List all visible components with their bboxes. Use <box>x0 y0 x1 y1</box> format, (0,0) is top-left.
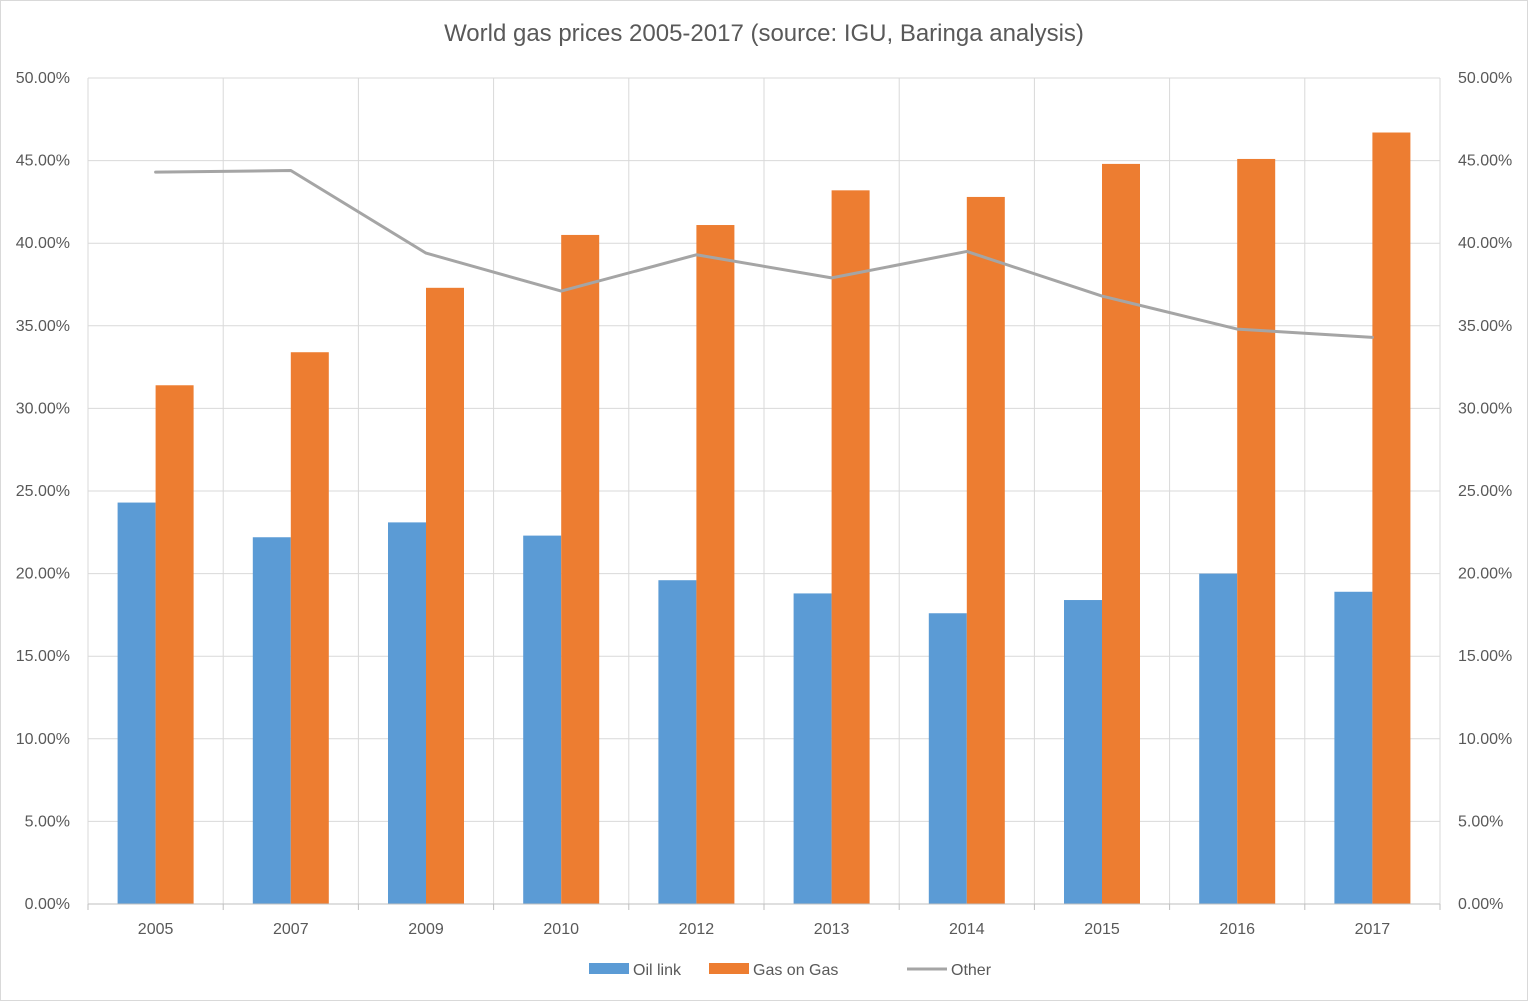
bar-oil-link <box>928 613 967 904</box>
y-tick-label: 30.00% <box>16 400 70 417</box>
legend-item-other: Other <box>907 962 992 979</box>
legend: Oil link Gas on Gas Other <box>589 962 992 979</box>
y2-tick-label: 25.00% <box>1458 483 1512 500</box>
x-tick-label: 2012 <box>679 921 715 938</box>
bar-oil-link <box>1334 591 1373 904</box>
y2-tick-label: 0.00% <box>1458 896 1503 913</box>
bar-gas-on-gas <box>1372 132 1411 905</box>
y2-tick-label: 35.00% <box>1458 318 1512 335</box>
chart-title: World gas prices 2005-2017 (source: IGU,… <box>444 20 1084 47</box>
bar-gas-on-gas <box>155 385 194 905</box>
y2-tick-label: 50.00% <box>1458 70 1512 87</box>
bar-oil-link <box>388 522 426 904</box>
y2-tick-label: 40.00% <box>1458 235 1512 252</box>
y2-tick-label: 45.00% <box>1458 153 1512 170</box>
y-tick-label: 10.00% <box>16 731 70 748</box>
x-tick-label: 2010 <box>543 921 579 938</box>
y-tick-label: 40.00% <box>16 235 70 252</box>
x-tick-label: 2007 <box>273 921 309 938</box>
y-tick-label: 50.00% <box>16 70 70 87</box>
bar-gas-on-gas <box>290 352 329 904</box>
bar-oil-link <box>117 502 156 904</box>
y2-tick-label: 5.00% <box>1458 813 1503 830</box>
x-tick-label: 2005 <box>138 921 174 938</box>
y2-tick-label: 30.00% <box>1458 400 1512 417</box>
bar-gas-on-gas <box>1102 163 1140 905</box>
y-tick-label: 15.00% <box>16 648 70 665</box>
x-tick-label: 2015 <box>1084 921 1120 938</box>
legend-label: Gas on Gas <box>753 962 838 979</box>
y2-tick-label: 10.00% <box>1458 731 1512 748</box>
y-tick-label: 45.00% <box>16 153 70 170</box>
legend-swatch <box>589 963 629 974</box>
bar-gas-on-gas <box>831 190 870 904</box>
legend-swatch <box>709 963 749 974</box>
bar-oil-link <box>1064 600 1102 904</box>
bar-gas-on-gas <box>561 234 600 904</box>
x-tick-label: 2014 <box>949 921 985 938</box>
bars <box>117 132 1411 905</box>
x-tick-label: 2009 <box>408 921 444 938</box>
legend-item-gas-on-gas: Gas on Gas <box>709 962 838 979</box>
y-tick-label: 5.00% <box>25 813 70 830</box>
y-tick-label: 35.00% <box>16 318 70 335</box>
x-tick-label: 2016 <box>1219 921 1255 938</box>
bar-gas-on-gas <box>966 196 1005 905</box>
bar-gas-on-gas <box>1237 158 1276 904</box>
other-line <box>154 169 1374 339</box>
legend-label: Other <box>951 962 992 979</box>
legend-label: Oil link <box>633 962 682 979</box>
bar-oil-link <box>1199 573 1238 904</box>
axes: 0.00% 5.00% 10.00% 15.00% 20.00% 25.00% 30.00%… <box>16 70 1513 938</box>
bar-oil-link <box>658 580 697 904</box>
bar-oil-link <box>793 593 832 904</box>
line-other <box>154 169 1374 339</box>
x-tick-label: 2017 <box>1355 921 1391 938</box>
y2-tick-label: 15.00% <box>1458 648 1512 665</box>
y-tick-label: 0.00% <box>25 896 70 913</box>
y-tick-label: 25.00% <box>16 483 70 500</box>
bar-oil-link <box>523 535 562 904</box>
bar-gas-on-gas <box>696 225 735 904</box>
legend-item-oil-link: Oil link <box>589 962 682 979</box>
x-tick-label: 2013 <box>814 921 850 938</box>
y2-tick-label: 20.00% <box>1458 566 1512 583</box>
y-tick-label: 20.00% <box>16 566 70 583</box>
bar-gas-on-gas <box>426 287 464 905</box>
bar-oil-link <box>252 537 291 904</box>
